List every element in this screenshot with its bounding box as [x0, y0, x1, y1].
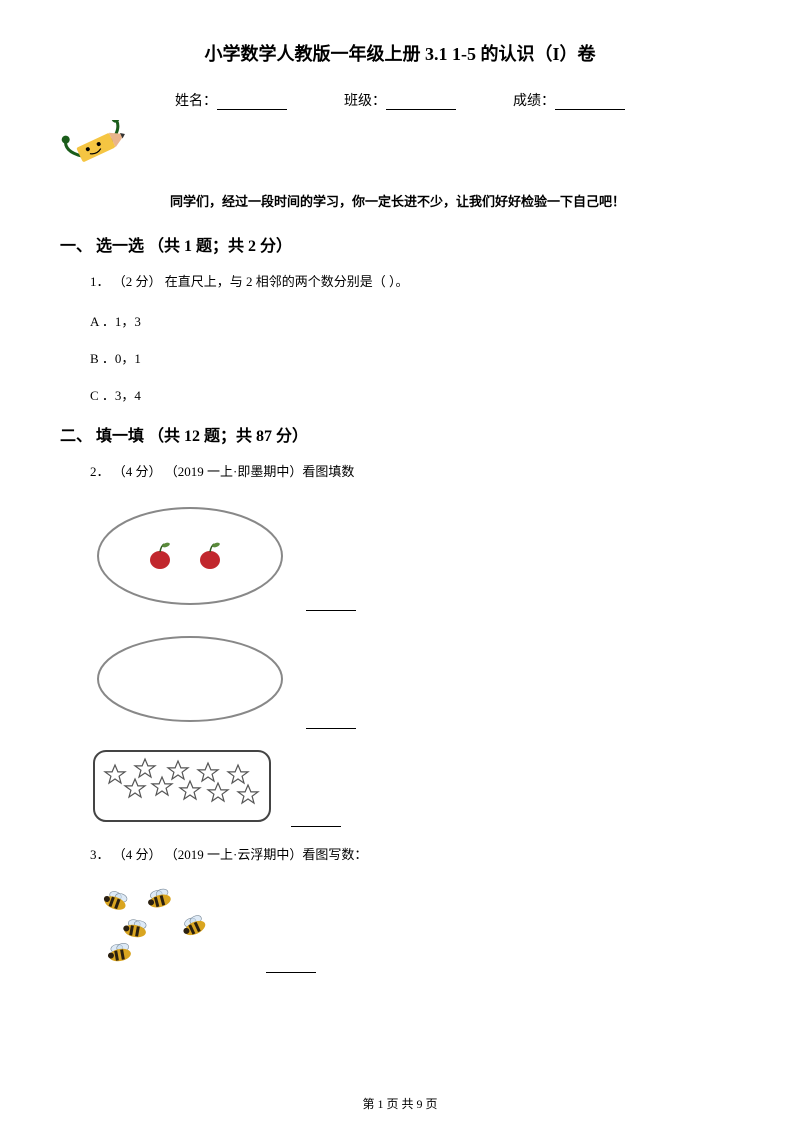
q1-optC: C ．3，4: [90, 385, 740, 404]
pencil-icon: [60, 120, 740, 181]
meta-row: 姓名： 班级： 成绩：: [60, 90, 740, 110]
name-label: 姓名：: [175, 94, 217, 109]
q3-blank-1[interactable]: [266, 961, 316, 973]
figure-empty-oval: [90, 629, 740, 729]
score-label: 成绩：: [513, 94, 555, 109]
q2-text: 2． （4 分） （2019 一上·即墨期中）看图填数: [90, 462, 740, 483]
score-blank[interactable]: [555, 96, 625, 110]
page-title: 小学数学人教版一年级上册 3.1 1-5 的认识（I）卷: [60, 40, 740, 66]
figure-bees: [90, 883, 740, 973]
q2-blank-3[interactable]: [291, 815, 341, 827]
page-footer: 第 1 页 共 9 页: [60, 1095, 740, 1112]
q1-optB: B ．0，1: [90, 348, 740, 367]
figure-stars: [90, 747, 740, 827]
section2-heading: 二、 填一填 （共 12 题；共 87 分）: [60, 422, 740, 446]
q1-text: 1． （2 分） 在直尺上，与 2 相邻的两个数分别是（ ）。: [90, 272, 740, 293]
section1-heading: 一、 选一选 （共 1 题；共 2 分）: [60, 232, 740, 256]
class-blank[interactable]: [386, 96, 456, 110]
q1-optA: A ．1，3: [90, 311, 740, 330]
q2-blank-2[interactable]: [306, 717, 356, 729]
figure-apples: [90, 501, 740, 611]
name-blank[interactable]: [217, 96, 287, 110]
class-label: 班级：: [344, 94, 386, 109]
q3-text: 3． （4 分） （2019 一上·云浮期中）看图写数：: [90, 845, 740, 866]
intro-text: 同学们，经过一段时间的学习，你一定长进不少，让我们好好检验一下自己吧！: [170, 191, 740, 210]
q2-blank-1[interactable]: [306, 599, 356, 611]
